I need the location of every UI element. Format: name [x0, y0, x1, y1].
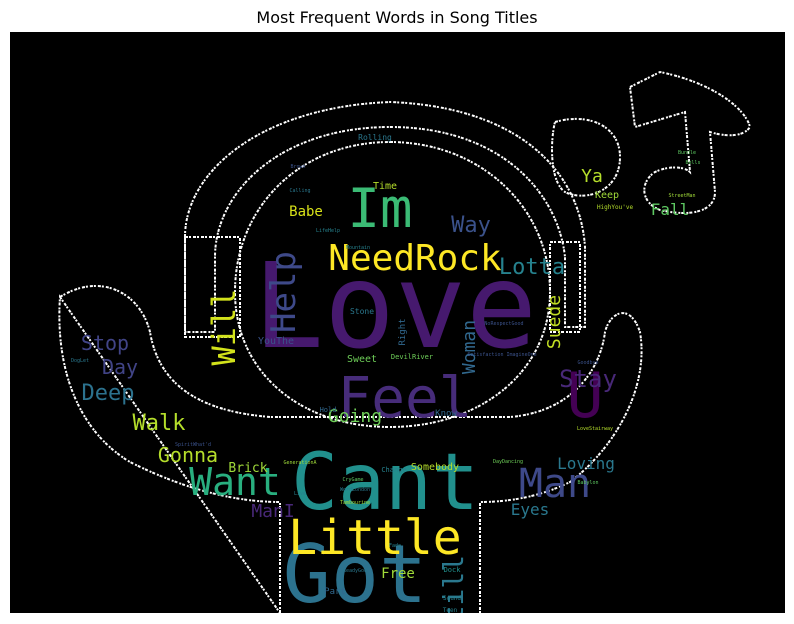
word-generationa: GenerationA: [283, 460, 316, 466]
word-mountain: Mountain: [346, 245, 370, 251]
word-brick: Brick: [228, 461, 267, 476]
music-note-outline: [551, 70, 752, 214]
word-day: Day: [102, 355, 138, 379]
word-love: Love: [253, 237, 537, 375]
word-ya: Ya: [581, 166, 603, 187]
word-change: Change: [381, 466, 406, 474]
word-youthe: YouThe: [258, 336, 294, 347]
word-doglet: DogLet: [71, 358, 89, 364]
word-fall: Fall: [651, 200, 690, 219]
left-earcup-outline: [184, 236, 241, 338]
word-streetman: StreetMan: [668, 193, 695, 199]
word-deep: Deep: [82, 381, 135, 406]
word-loving: Loving: [557, 454, 615, 473]
word-hold: Hold: [320, 406, 337, 414]
word-eyes: Eyes: [511, 500, 550, 519]
word-rolling: Rolling: [358, 133, 392, 142]
mask-outline: [58, 70, 752, 613]
word-live: Live: [294, 491, 306, 497]
word-little: Little: [288, 510, 461, 566]
word-lovestairway: LoveStairway: [577, 426, 613, 432]
word-still: Still: [437, 555, 470, 613]
word-wordlondon: WordLondon: [340, 487, 370, 493]
word-help: Help: [264, 251, 304, 333]
word-suede: Suede: [544, 295, 565, 349]
word-sweet: Sweet: [347, 354, 377, 365]
word-time: Time: [373, 181, 397, 192]
word-babe: Babe: [289, 204, 323, 220]
head-outline: [233, 140, 552, 429]
word-feel: Feel: [338, 366, 473, 431]
word-know: Know: [435, 409, 457, 419]
word-fade: Fade: [389, 543, 401, 549]
word-way: Way: [451, 213, 491, 238]
word-man: Man: [519, 461, 591, 507]
word-going: Going: [328, 406, 382, 427]
word-norespectgood: NoRespectGood: [484, 321, 523, 327]
word-brown: Brown: [290, 164, 305, 170]
word-spiritwhat-d: SpiritWhat'd: [175, 442, 211, 448]
word-tambourine: Tambourine: [340, 500, 370, 506]
word-stop: Stop: [81, 331, 129, 355]
word-walk: Walk: [133, 411, 186, 436]
word-devilriver: DevilRiver: [391, 353, 433, 361]
word-stone: Stone: [350, 307, 374, 316]
word-stay: Stay: [559, 365, 617, 393]
word-will: Will: [205, 288, 243, 365]
word-sound: Sound: [443, 595, 461, 602]
word-mani: ManI: [251, 501, 294, 522]
word-got: Got: [283, 528, 428, 613]
word-right: Right: [398, 318, 408, 345]
word-keep: Keep: [595, 190, 619, 201]
word-im: Im: [347, 177, 412, 240]
word-bundle: Bundle: [678, 150, 696, 156]
headphone-band-outline: [184, 100, 586, 333]
word-daydancing: DayDancing: [493, 459, 523, 465]
word-bells: Bells: [685, 160, 700, 166]
body-outline: [58, 285, 643, 613]
word-satisfaction-imagineone: Satisfaction ImagineOne: [467, 352, 536, 358]
chart-title: Most Frequent Words in Song Titles: [256, 8, 538, 27]
word-free: Free: [381, 566, 415, 582]
word-crygame: CryGame: [342, 477, 363, 483]
word-lotta: Lotta: [499, 255, 565, 280]
word-dock: Dock: [444, 566, 462, 574]
word-somebody: Somebody: [411, 462, 459, 473]
word-part: Part: [324, 587, 346, 597]
word-want: Want: [189, 460, 281, 504]
word-goodbye: Goodbye: [577, 360, 598, 366]
word-lifehelp: LifeHelp: [316, 228, 340, 234]
word-cant: Cant: [291, 438, 479, 528]
right-earcup-outline: [549, 241, 581, 333]
word-u: U: [566, 359, 603, 432]
word-babylon: Babylon: [577, 480, 598, 486]
word-gonna: Gonna: [158, 443, 218, 467]
word-needrock: NeedRock: [328, 238, 502, 279]
word-readygod: ReadyGod: [343, 568, 367, 574]
word-teen: Teen: [443, 607, 458, 613]
word-calling: Calling: [289, 188, 310, 194]
wordcloud-canvas: Love Cant Got Feel Im U Little Want Man NeedRock H…: [10, 32, 785, 613]
word-highyou-ve: HighYou've: [597, 204, 634, 211]
word-woman: Woman: [459, 320, 480, 374]
